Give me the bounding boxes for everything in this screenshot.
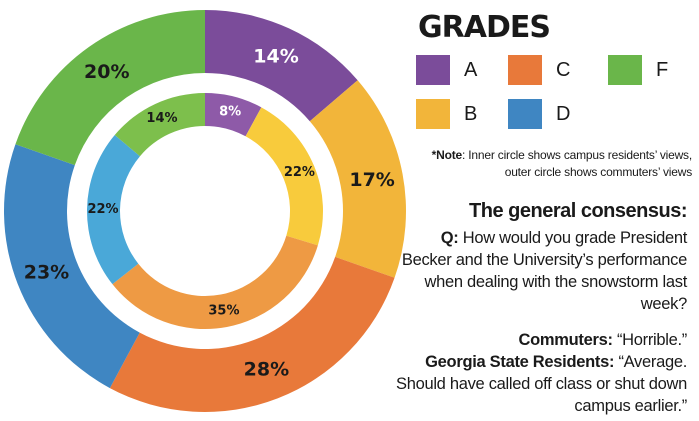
- legend-item-d: D: [508, 99, 608, 129]
- inner-slice-f: [114, 93, 205, 157]
- inner-ring: [87, 93, 324, 329]
- legend-swatch-c: [508, 55, 542, 85]
- note-text: : Inner circle shows campus residents’ v…: [462, 148, 692, 179]
- inner-label-c: 35%: [208, 304, 239, 319]
- legend-label-a: A: [464, 58, 478, 81]
- inner-slice-d: [87, 134, 140, 285]
- legend-swatch-d: [508, 99, 542, 129]
- inner-slice-b: [245, 107, 324, 246]
- commuters-response: Commuters: “Horrible.”: [387, 329, 687, 351]
- outer-slice-d: [3, 144, 140, 389]
- chart-note: *Note: Inner circle shows campus residen…: [416, 147, 693, 181]
- outer-ring: [3, 10, 406, 412]
- commuters-prefix: Commuters:: [518, 331, 613, 349]
- residents-response: Georgia State Residents: “Average. Shoul…: [387, 351, 687, 417]
- legend-item-b: B: [416, 99, 508, 129]
- inner-label-d: 22%: [87, 202, 118, 217]
- residents-prefix: Georgia State Residents:: [425, 353, 615, 371]
- legend-title: GRADES: [418, 10, 551, 45]
- inner-label-a: 8%: [219, 105, 241, 120]
- inner-slice-c: [112, 235, 318, 329]
- outer-slice-c: [109, 256, 395, 412]
- legend-item-f: F: [608, 55, 688, 85]
- legend-label-f: F: [656, 58, 669, 81]
- question-prefix: Q:: [440, 229, 459, 247]
- legend-item-a: A: [416, 55, 508, 85]
- outer-label-a: 14%: [253, 46, 298, 68]
- note-prefix: *Note: [431, 148, 463, 162]
- outer-label-f: 20%: [84, 61, 129, 83]
- outer-slice-f: [15, 10, 205, 166]
- inner-label-b: 22%: [284, 165, 315, 180]
- question: Q: How would you grade President Becker …: [387, 227, 687, 315]
- legend-panel: GRADES A C F B D *Note: Inner circle sho…: [416, 10, 692, 181]
- question-text: How would you grade President Becker and…: [401, 229, 687, 313]
- donut-chart: 14% 17% 28% 23% 20% 8% 22% 35% 22% 14%: [3, 10, 406, 412]
- legend-label-d: D: [556, 102, 571, 125]
- consensus-block: The general consensus: Q: How would you …: [387, 200, 688, 417]
- slice-labels: 14% 17% 28% 23% 20% 8% 22% 35% 22% 14%: [24, 46, 395, 381]
- legend-item-c: C: [508, 55, 608, 85]
- legend: A C F B D: [416, 55, 692, 129]
- outer-label-c: 28%: [244, 359, 289, 381]
- inner-label-f: 14%: [146, 111, 177, 126]
- outer-slice-a: [205, 10, 358, 122]
- legend-swatch-a: [416, 55, 450, 85]
- inner-slice-a: [205, 93, 262, 137]
- legend-label-c: C: [556, 58, 571, 81]
- outer-label-b: 17%: [349, 169, 394, 191]
- legend-swatch-f: [608, 55, 642, 85]
- commuters-answer: “Horrible.”: [612, 331, 687, 349]
- legend-swatch-b: [416, 99, 450, 129]
- outer-slice-b: [309, 80, 406, 278]
- legend-label-b: B: [464, 102, 478, 125]
- residents-answer: “Average. Should have called off class o…: [395, 353, 687, 415]
- consensus-heading: The general consensus:: [469, 200, 687, 222]
- outer-label-d: 23%: [24, 261, 69, 283]
- responses: Commuters: “Horrible.” Georgia State Res…: [387, 329, 687, 417]
